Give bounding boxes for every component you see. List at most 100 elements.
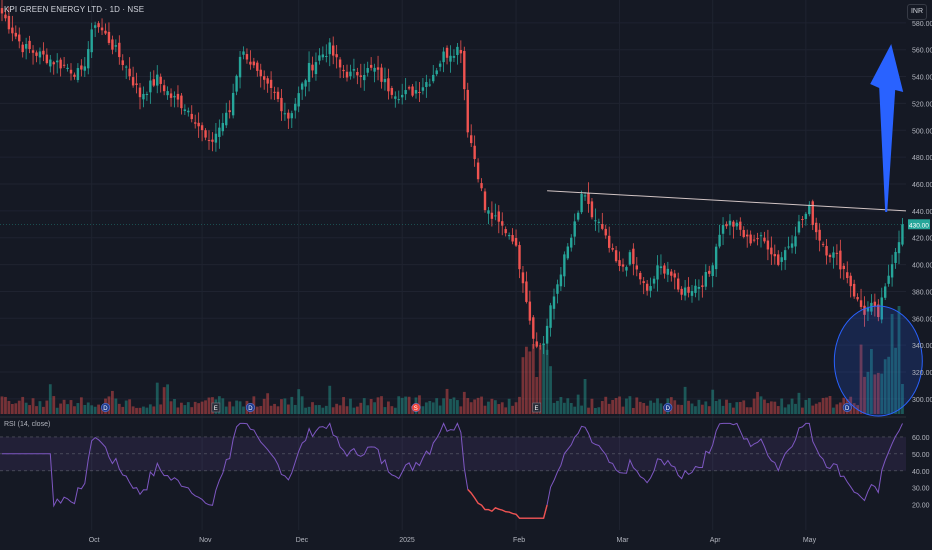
volume-bar [280,399,283,414]
candle-body [118,42,121,58]
candle-body [677,278,680,290]
volume-bar [590,398,594,414]
volume-bar [797,392,801,414]
volume-bar [504,407,508,414]
candle-body [90,29,93,53]
candle-body [356,71,359,76]
candle-body [652,278,656,284]
currency-button[interactable]: INR [907,4,927,20]
candle-body [597,221,601,223]
volume-bar [687,400,690,414]
candle-body [404,90,407,95]
event-marker-label: E [535,406,539,412]
candle-body [328,42,331,55]
candle-body [532,317,535,339]
candle-body [804,213,808,219]
candle-body [135,83,138,86]
volume-bar [449,398,452,414]
candle-body [832,252,835,258]
candle-body [659,266,663,269]
volume-bar [635,397,639,414]
volume-bar [587,407,590,414]
volume-bar [521,357,525,414]
candle-body [245,54,249,60]
volume-bar [314,405,318,414]
candle-body [273,91,276,93]
candle-body [180,95,183,109]
last-price-value: 430.00 [909,222,929,229]
candle-body [828,254,832,257]
time-axis[interactable]: Oct Nov Dec 2025 Feb Mar Apr May [89,537,817,544]
volume-bar [638,401,642,414]
volume-bar [207,397,211,414]
volume-bar [297,389,301,414]
candle-body [649,286,652,291]
volume-bar [507,398,511,414]
volume-bar [783,407,787,414]
volume-bar [283,398,287,414]
candle-body [583,195,587,197]
candle-body [428,84,431,86]
candle-body [670,271,673,276]
candle-body [435,70,438,75]
candle-body [463,50,466,90]
candle-body [711,265,714,276]
candle-body [694,285,697,293]
price-tick-label: 440.00 [912,209,932,216]
volume-bar [597,407,601,414]
candle-body [56,60,59,63]
volume-bar [424,402,428,414]
event-marker-label: D [103,406,108,412]
split-marker-circle [411,402,421,412]
candle-body [145,93,149,95]
candle-body [539,345,542,347]
volume-bar [728,402,732,414]
event-marker-split: S [411,402,421,412]
volume-bar [255,406,259,414]
price-axis[interactable]: 300.00 320.00 340.00 360.00 380.00 400.00 420.… [908,21,932,510]
time-tick-label: Apr [710,537,722,544]
candle-body [863,305,866,315]
candle-body [856,297,859,300]
candle-body [38,51,42,58]
candle-body [62,64,66,66]
candle-body [87,49,90,69]
volume-bar [542,343,546,414]
candle-body [335,54,338,58]
volume-bar [373,402,376,414]
volume-bar [866,371,870,414]
volume-bar [511,405,514,414]
volume-bar [145,407,149,414]
volume-bar [435,398,439,414]
candle-body [563,254,566,277]
volume-bar [456,400,459,414]
volume-bar [311,402,314,414]
candle-body [190,113,193,120]
symbol-title[interactable]: KPI GREEN ENERGY LTD · 1D · NSE [4,5,145,14]
volume-bar [186,402,190,414]
volume-bar [825,397,828,414]
candle-body [473,145,476,160]
volume-bar [138,407,142,414]
rsi-tick-label: 60.00 [912,435,930,442]
volume-bar [559,397,563,414]
volume-bar [580,405,583,414]
volume-bar [79,397,83,414]
rsi-indicator-label[interactable]: RSI (14, close) [4,421,51,428]
dividend-marker-circle [842,402,852,412]
candle-body [887,275,890,284]
volume-bar [880,373,884,414]
price-tick-label: 360.00 [912,316,932,323]
event-marker-dividend: D [245,402,255,412]
price-tick-label: 500.00 [912,128,932,135]
candle-body [252,61,256,66]
candle-body [300,83,304,90]
volume-bar [0,396,4,414]
candle-body [194,122,197,124]
volume-bar [625,398,628,414]
candle-body [576,212,580,220]
candle-body [614,250,618,262]
volume-bar [266,393,270,414]
